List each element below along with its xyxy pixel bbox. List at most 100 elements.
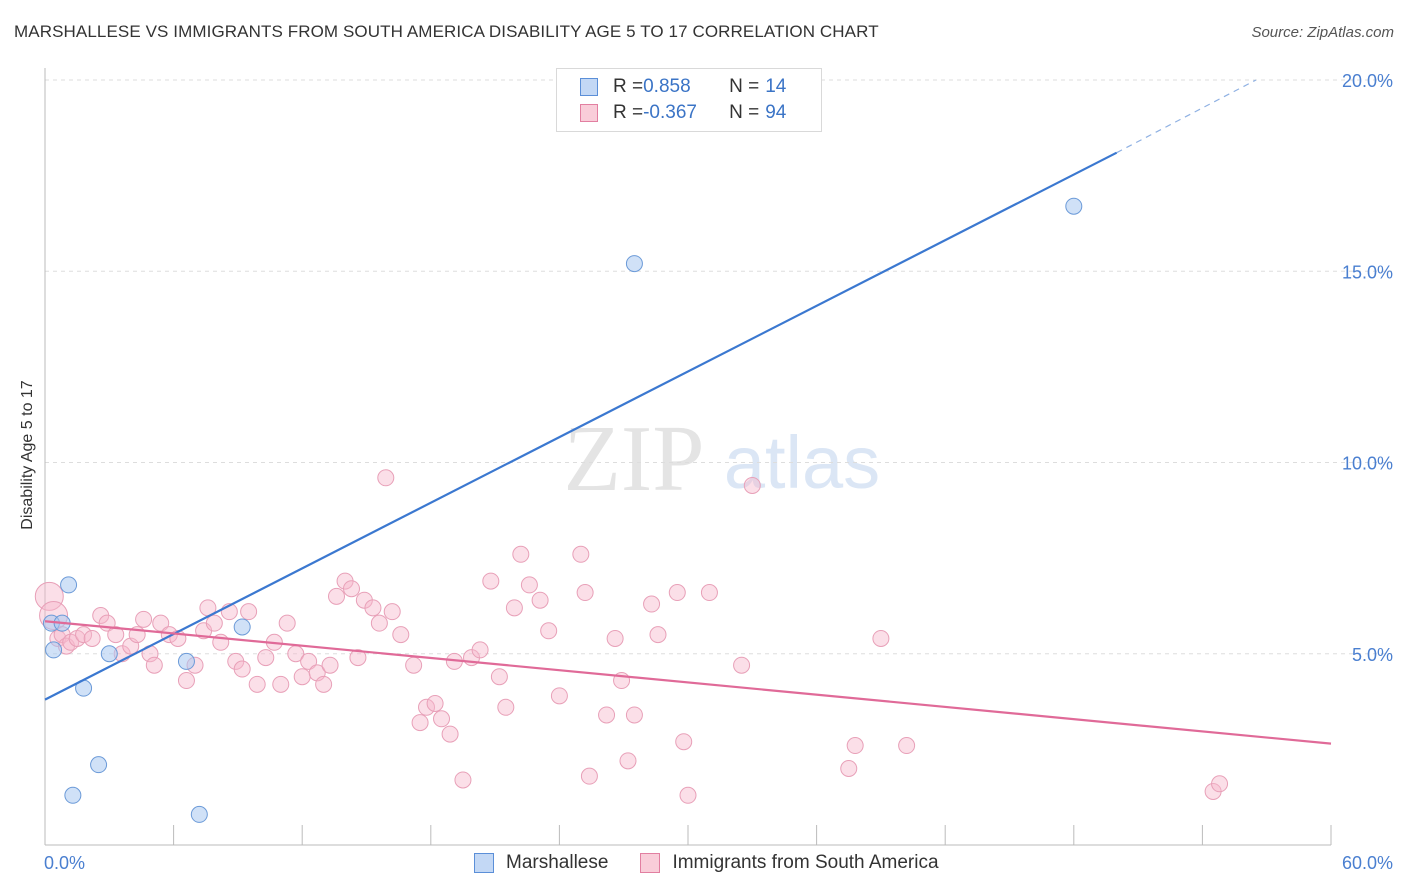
immigrants-point	[233, 660, 251, 678]
n-label: N =	[729, 76, 760, 97]
immigrants-point	[377, 469, 395, 487]
immigrants-point	[272, 675, 290, 693]
immigrants-point	[668, 584, 686, 602]
x-tick-label: 0.0%	[44, 853, 85, 873]
immigrants-swatch	[580, 104, 598, 122]
n-value: 94	[765, 102, 787, 123]
y-tick-label: 5.0%	[1352, 645, 1393, 665]
immigrants-point	[643, 595, 661, 613]
immigrants-point	[471, 641, 489, 659]
immigrants-point	[540, 622, 558, 640]
immigrants-point	[107, 626, 125, 644]
y-axis-label: Disability Age 5 to 17	[19, 380, 36, 530]
immigrants-trendline	[44, 620, 1332, 745]
immigrants-point	[392, 626, 410, 644]
immigrants-point	[433, 710, 451, 728]
immigrants-point	[321, 656, 339, 674]
marshallese-trendline	[44, 151, 1118, 701]
immigrants-point	[327, 587, 345, 605]
immigrants-point	[490, 668, 508, 686]
immigrants-point	[580, 767, 598, 785]
immigrants-point	[300, 652, 318, 670]
immigrants-point	[315, 675, 333, 693]
immigrants-point	[497, 698, 515, 716]
source-label: Source: ZipAtlas.com	[1251, 24, 1394, 41]
immigrants-point	[34, 581, 64, 611]
immigrants-point	[872, 629, 890, 647]
legend-item-immigrants: Immigrants from South America	[640, 852, 939, 874]
y-tick-label: 10.0%	[1342, 454, 1393, 474]
immigrants-point	[675, 733, 693, 751]
immigrants-point	[278, 614, 296, 632]
immigrants-point	[349, 649, 367, 667]
immigrants-legend-swatch	[640, 853, 661, 873]
immigrants-point	[411, 714, 429, 732]
legend-item-marshallese: Marshallese	[474, 852, 608, 874]
immigrants-point	[454, 771, 472, 789]
grid-layer	[45, 79, 1392, 655]
marshallese-point	[64, 786, 82, 804]
immigrants-point	[700, 584, 718, 602]
immigrants-point	[370, 614, 388, 632]
legend-label: Immigrants from South America	[672, 852, 939, 873]
immigrants-point	[550, 687, 568, 705]
immigrants-point	[520, 576, 538, 594]
immigrants-point	[426, 694, 444, 712]
immigrants-point	[177, 672, 195, 690]
immigrants-point	[257, 649, 275, 667]
r-label: R =	[613, 102, 644, 123]
marshallese-point	[190, 805, 208, 823]
marshallese-point	[90, 756, 108, 774]
immigrants-point	[135, 610, 153, 628]
immigrants-point	[240, 603, 258, 621]
immigrants-point	[598, 706, 616, 724]
immigrants-point	[441, 725, 459, 743]
axes-layer	[44, 68, 1332, 846]
marshallese-trendline-extension	[1116, 79, 1257, 154]
stats-row-immigrants: R = -0.367 N = 94	[580, 100, 787, 126]
immigrants-point	[576, 584, 594, 602]
immigrants-point	[482, 572, 500, 590]
immigrants-point	[846, 737, 864, 755]
trend-layer	[44, 79, 1332, 745]
n-value: 14	[765, 76, 787, 97]
immigrants-point	[248, 675, 266, 693]
immigrants-point	[293, 668, 311, 686]
immigrants-point	[1211, 775, 1229, 793]
x-tick-label: 60.0%	[1342, 853, 1393, 873]
stats-legend: R = 0.858 N = 14 R = -0.367 N = 94	[556, 68, 822, 132]
immigrants-point	[733, 656, 751, 674]
tick-labels: 5.0% 10.0% 15.0% 20.0% 0.0% 60.0%	[44, 71, 1393, 873]
immigrants-point	[512, 545, 530, 563]
immigrants-point	[405, 656, 423, 674]
marshallese-point	[1065, 197, 1083, 215]
immigrants-point	[205, 614, 223, 632]
immigrants-point	[625, 706, 643, 724]
immigrants-point	[145, 656, 163, 674]
n-label: N =	[729, 102, 760, 123]
stats-row-marshallese: R = 0.858 N = 14	[580, 74, 787, 100]
immigrants-point	[898, 737, 916, 755]
marshallese-points	[42, 197, 1083, 823]
immigrants-point	[364, 599, 382, 617]
immigrants-point	[619, 752, 637, 770]
y-tick-label: 15.0%	[1342, 262, 1393, 282]
marshallese-point	[100, 645, 118, 663]
watermark-zip: ZIP	[564, 407, 705, 511]
r-value: 0.858	[643, 76, 691, 97]
immigrants-point	[505, 599, 523, 617]
immigrants-point	[75, 626, 93, 644]
marshallese-swatch	[580, 78, 598, 96]
immigrants-point	[383, 603, 401, 621]
immigrants-point	[572, 545, 590, 563]
marshallese-point	[45, 641, 63, 659]
chart-title: MARSHALLESE VS IMMIGRANTS FROM SOUTH AME…	[14, 22, 879, 41]
y-tick-label: 20.0%	[1342, 71, 1393, 91]
series-legend: Marshallese Immigrants from South Americ…	[474, 852, 971, 874]
immigrants-point	[679, 786, 697, 804]
immigrants-point	[649, 626, 667, 644]
marshallese-point	[233, 618, 251, 636]
marshallese-legend-swatch	[474, 853, 494, 873]
marshallese-point	[60, 576, 78, 594]
